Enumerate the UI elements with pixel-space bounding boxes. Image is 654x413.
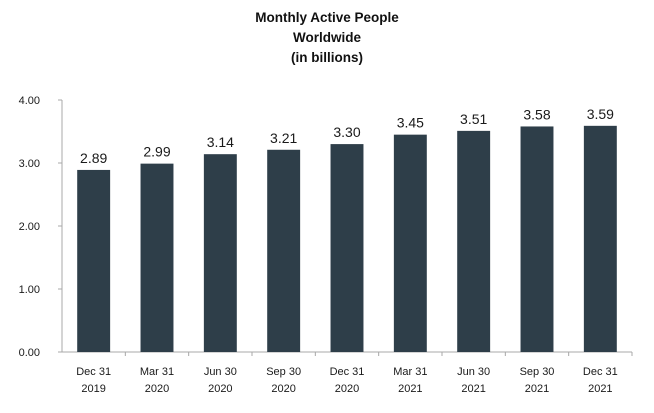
bar bbox=[77, 169, 111, 352]
bar bbox=[393, 134, 427, 352]
bar bbox=[267, 149, 301, 352]
x-tick-label-line-1: Dec 31 bbox=[583, 366, 618, 378]
y-tick-label: 4.00 bbox=[19, 95, 40, 107]
x-tick-label-line-2: 2020 bbox=[208, 383, 232, 395]
x-tick-label-line-1: Sep 30 bbox=[266, 366, 301, 378]
chart-title-line-1: Monthly Active People bbox=[255, 10, 399, 25]
x-tick-label-line-1: Jun 30 bbox=[204, 366, 237, 378]
x-tick-label-line-2: 2021 bbox=[461, 383, 485, 395]
x-tick-label-line-1: Sep 30 bbox=[520, 366, 555, 378]
x-tick-label-line-2: 2020 bbox=[271, 383, 295, 395]
bar bbox=[140, 163, 174, 352]
bar bbox=[203, 154, 237, 352]
x-tick-label-line-2: 2020 bbox=[145, 383, 169, 395]
y-tick-label: 0.00 bbox=[19, 347, 40, 359]
bar-value-label: 3.45 bbox=[397, 115, 424, 131]
bar-value-label: 3.14 bbox=[207, 134, 234, 150]
x-tick-label-line-1: Mar 31 bbox=[393, 366, 427, 378]
bar-value-label: 3.21 bbox=[270, 130, 297, 146]
x-tick-label-line-2: 2021 bbox=[588, 383, 612, 395]
y-tick-label: 1.00 bbox=[19, 284, 40, 296]
bar-value-label: 3.58 bbox=[523, 106, 550, 122]
x-tick-label-line-2: 2021 bbox=[525, 383, 549, 395]
bar-value-label: 2.89 bbox=[80, 150, 107, 166]
x-tick-label-line-2: 2019 bbox=[81, 383, 105, 395]
bar-value-label: 3.51 bbox=[460, 111, 487, 127]
bar-value-label: 2.99 bbox=[143, 144, 170, 160]
bar-value-label: 3.30 bbox=[333, 124, 360, 140]
bar-value-label: 3.59 bbox=[587, 106, 614, 122]
x-tick-label-line-1: Mar 31 bbox=[140, 366, 174, 378]
x-tick-label-line-1: Dec 31 bbox=[330, 366, 365, 378]
chart-title-line-2: Worldwide bbox=[292, 30, 361, 45]
chart-title-line-3: (in billions) bbox=[291, 50, 363, 65]
x-tick-label-line-1: Jun 30 bbox=[457, 366, 490, 378]
bar bbox=[583, 125, 617, 352]
x-tick-label-line-1: Dec 31 bbox=[76, 366, 111, 378]
y-tick-label: 2.00 bbox=[19, 221, 40, 233]
chart-title: Monthly Active People Worldwide (in bill… bbox=[0, 8, 654, 68]
x-tick-label-line-2: 2020 bbox=[335, 383, 359, 395]
y-tick-label: 3.00 bbox=[19, 158, 40, 170]
bar bbox=[457, 130, 491, 352]
bar bbox=[330, 144, 364, 352]
x-tick-label-line-2: 2021 bbox=[398, 383, 422, 395]
bar bbox=[520, 126, 554, 353]
